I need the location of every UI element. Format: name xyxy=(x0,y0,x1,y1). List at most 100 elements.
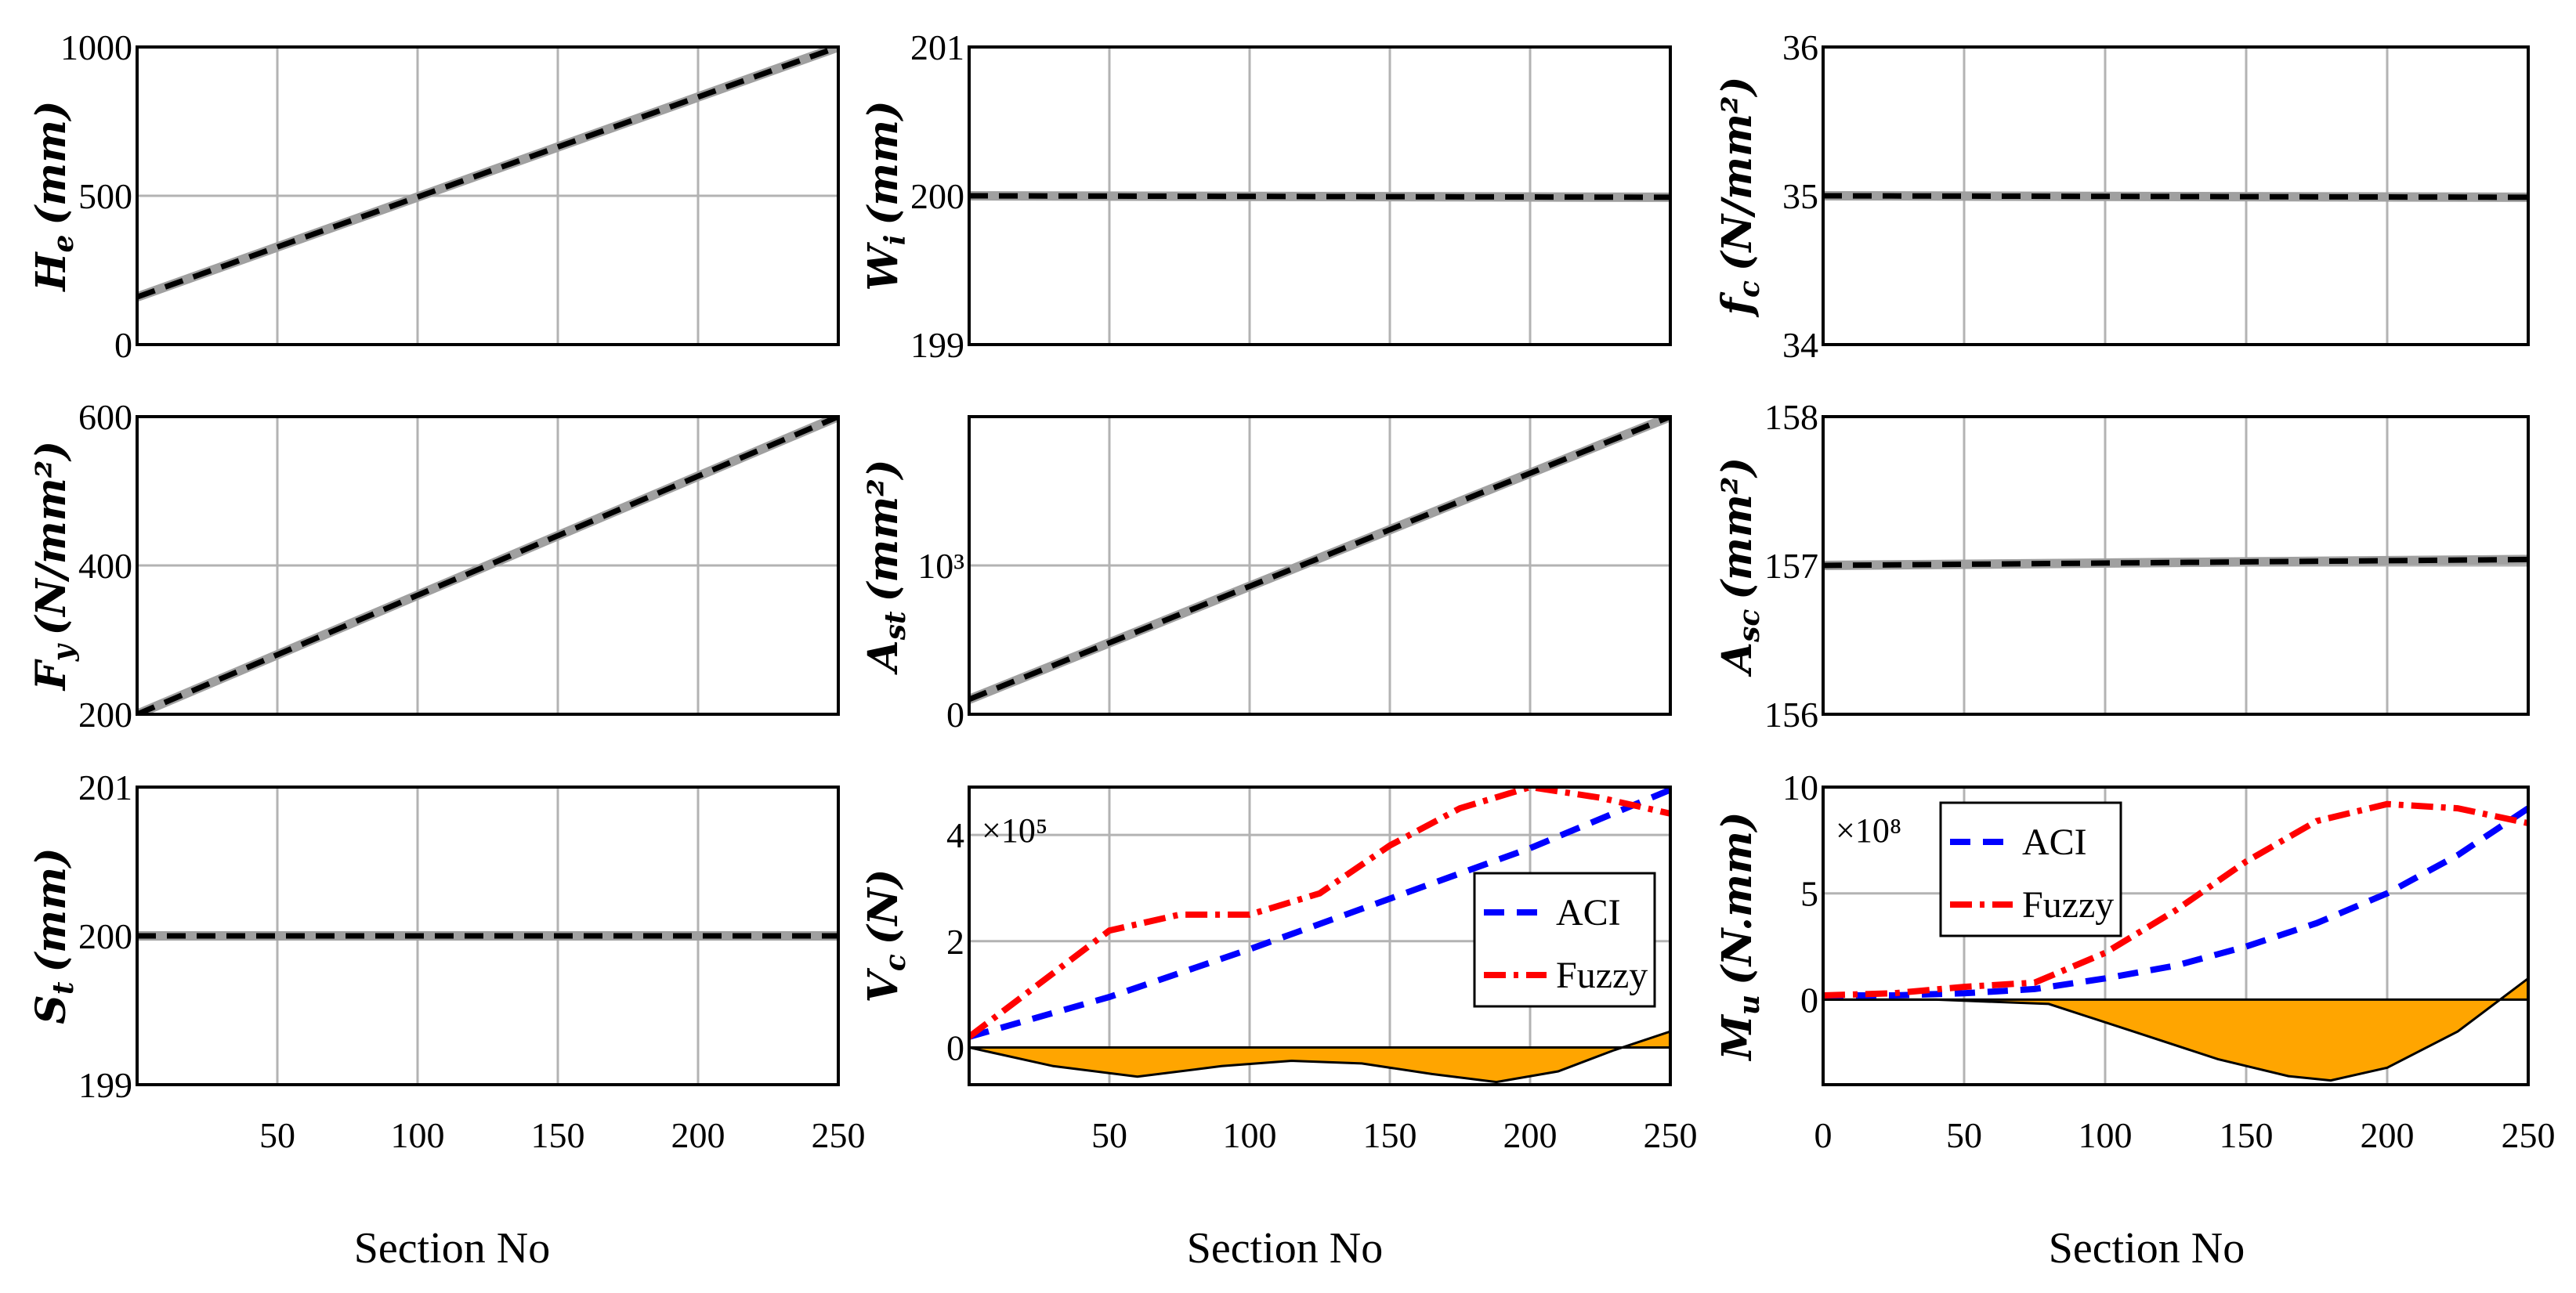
plot-marks xyxy=(137,417,838,714)
axes-frame xyxy=(136,415,840,716)
legend-box xyxy=(1939,801,2122,937)
ylabel-Vc: Vc (N) xyxy=(859,869,912,1002)
ylabel-sub: i xyxy=(879,235,912,246)
ylabel-sub: y xyxy=(47,643,80,662)
plot-marks xyxy=(969,787,1670,1084)
axes-frame xyxy=(968,45,1672,346)
series-design-line xyxy=(137,47,838,300)
series-fuzzy-line xyxy=(969,787,1670,1040)
ylabel-main: A xyxy=(1713,642,1761,677)
xtick-label: 100 xyxy=(1223,1115,1277,1155)
xtick-label: 250 xyxy=(2502,1115,2556,1155)
series-fuzzy-line xyxy=(1823,800,2528,999)
ylabel-Wi: Wi (mm) xyxy=(859,100,912,291)
ylabel-main: W xyxy=(859,242,907,291)
panel-Vc: 0 2 4 50 100 150 200 250 Vc (N) ×10⁵ ACI Fuzzy xyxy=(859,786,1698,1155)
axes-frame xyxy=(968,415,1672,716)
ylabel-sub: c xyxy=(879,954,912,971)
ylabel-Asc: Asc (mm²) xyxy=(1713,457,1766,678)
panel-Fy: 200 400 600 Fy (N/mm²) xyxy=(27,397,840,735)
legend: ACI Fuzzy xyxy=(1939,801,2122,937)
ytick-label: 200 xyxy=(78,695,132,735)
ylabel-He: He (mm) xyxy=(27,100,80,292)
difference-line xyxy=(969,1030,1670,1084)
xtick-label: 50 xyxy=(1946,1115,1982,1155)
panel-Asc: 156 157 158 Asc (mm²) xyxy=(1713,397,2530,735)
ytick-label: 4 xyxy=(946,815,964,855)
subplot-grid: 05001000He(mm)199200201Wi(mm)343536fc(N/… xyxy=(27,27,2556,1155)
ytick-label: 10³ xyxy=(917,546,964,586)
xtick-label: 200 xyxy=(2361,1115,2415,1155)
ytick-label: 157 xyxy=(1764,546,1818,586)
ylabel-sub: t xyxy=(47,981,80,995)
ylabel-unit: (N.mm) xyxy=(1713,811,1761,985)
legend-label-fuzzy: Fuzzy xyxy=(2022,884,2114,926)
xlabel-col1: Section No xyxy=(354,1224,550,1273)
difference-line xyxy=(1823,977,2528,1082)
difference-area xyxy=(1823,978,2528,1081)
plot-marks xyxy=(1823,800,2528,1082)
ylabel-St: St (mm) xyxy=(27,847,80,1024)
ylabel-unit: (mm) xyxy=(27,847,75,972)
plot-marks xyxy=(1823,191,2528,202)
xtick-label: 150 xyxy=(531,1115,585,1155)
xtick-label: 150 xyxy=(1363,1115,1417,1155)
ytick-label: 156 xyxy=(1764,695,1818,735)
series-design-line xyxy=(969,417,1670,702)
xtick-label: 50 xyxy=(1091,1115,1127,1155)
xlabel-col2: Section No xyxy=(1187,1224,1383,1273)
ylabel-main: F xyxy=(27,659,75,692)
ytick-label: 600 xyxy=(78,397,132,437)
ylabel-unit: (mm²) xyxy=(1713,457,1761,600)
ylabel-sub: e xyxy=(47,235,80,253)
ytick-label: 36 xyxy=(1782,27,1818,67)
ylabel-main: S xyxy=(27,995,75,1024)
ylabel-unit: (N/mm²) xyxy=(1713,77,1761,272)
ylabel-unit: (mm) xyxy=(27,100,75,225)
ytick-label: 200 xyxy=(78,916,132,956)
ylabel-sub: c xyxy=(1733,280,1766,298)
ylabel-unit: (N) xyxy=(859,869,907,944)
ytick-label: 158 xyxy=(1764,397,1818,437)
legend-label-aci: ACI xyxy=(2022,822,2087,863)
xlabel-col3: Section No xyxy=(2049,1224,2245,1273)
ylabel-unit: (N/mm²) xyxy=(27,441,75,636)
legend: ACI Fuzzy xyxy=(1473,872,1656,1008)
ylabel-main: M xyxy=(1713,1014,1761,1062)
plot-marks xyxy=(137,47,838,302)
ytick-label: 10 xyxy=(1782,767,1818,807)
legend-label-aci: ACI xyxy=(1556,892,1621,934)
grid xyxy=(969,417,1670,714)
xtick-label: 150 xyxy=(2220,1115,2274,1155)
xtick-label: 250 xyxy=(812,1115,866,1155)
exponent-multiplier: ×10⁵ xyxy=(982,811,1047,850)
xtick-label: 100 xyxy=(391,1115,445,1155)
xtick-label: 100 xyxy=(2079,1115,2133,1155)
ytick-label: 0 xyxy=(114,325,132,365)
ytick-label: 400 xyxy=(78,546,132,586)
ytick-label: 200 xyxy=(910,176,964,216)
ytick-label: 201 xyxy=(910,27,964,67)
xlabels: Section No Section No Section No xyxy=(354,1224,2245,1273)
ytick-label: 201 xyxy=(78,767,132,807)
axes-frame xyxy=(1822,415,2530,716)
ytick-label: 0 xyxy=(946,695,964,735)
legend-box xyxy=(1473,872,1656,1008)
series-design-base xyxy=(1823,191,2528,202)
panel-Ast: 0 10³ Ast (mm²) xyxy=(859,415,1672,735)
ylabel-unit: (mm²) xyxy=(859,459,907,601)
series-design-line xyxy=(969,193,1670,200)
ytick-label: 35 xyxy=(1782,176,1818,216)
grid xyxy=(137,417,838,714)
ytick-label: 1000 xyxy=(60,27,132,67)
series-aci-line xyxy=(1823,805,2528,999)
xtick-label: 50 xyxy=(259,1115,295,1155)
ytick-label: 0 xyxy=(1800,980,1818,1020)
difference-area xyxy=(969,1031,1670,1082)
xtick-label: 200 xyxy=(671,1115,725,1155)
panel-He: 0 500 1000 He (mm) xyxy=(27,27,840,365)
axes-frame xyxy=(136,45,840,346)
